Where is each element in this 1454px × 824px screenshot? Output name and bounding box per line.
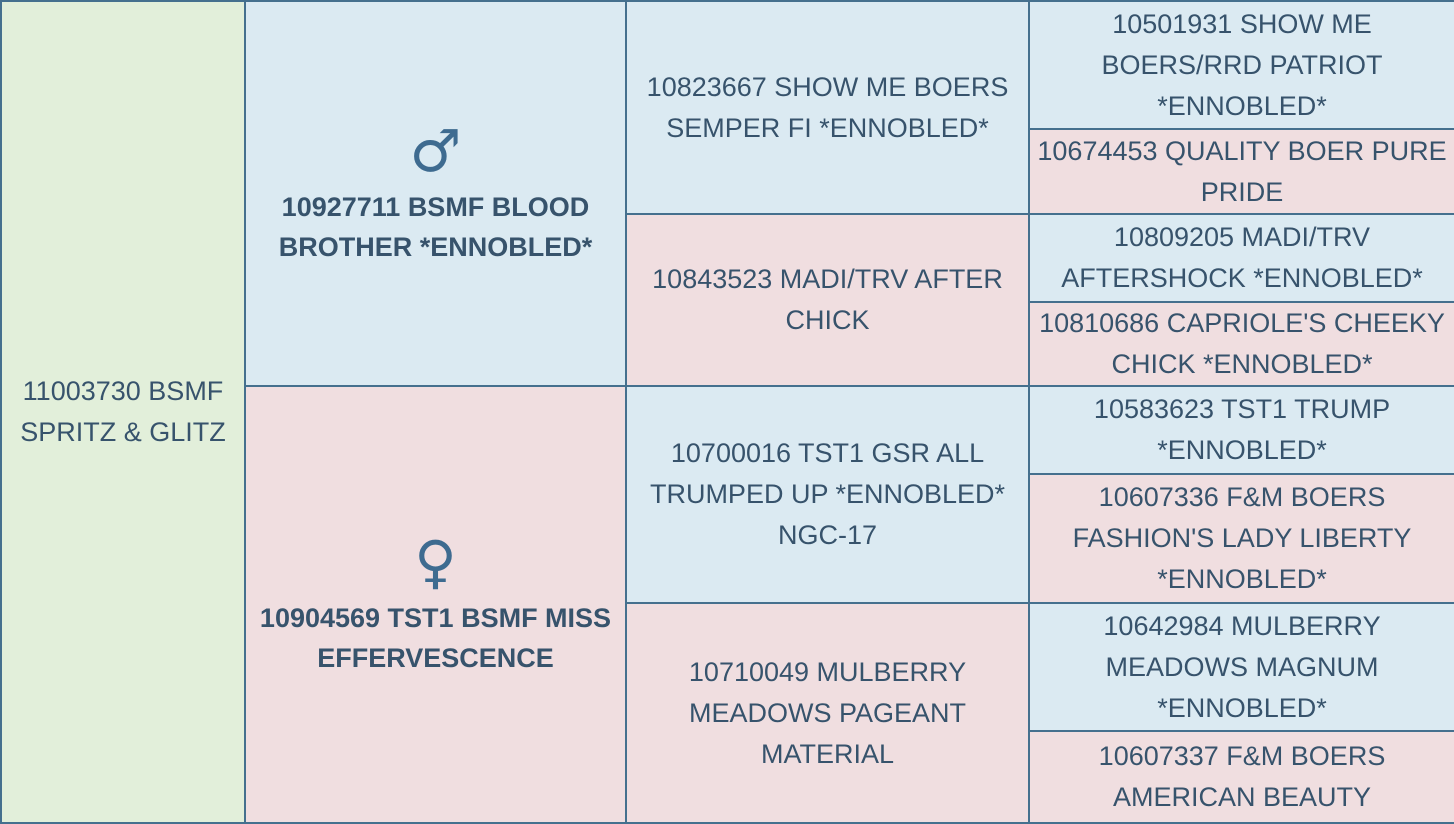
maternal-granddam-name: 10710049 MULBERRY MEADOWS PAGEANT MATERI… — [688, 656, 967, 769]
great-granddam-3-cell: 10607336 F&M BOERS FASHION'S LADY LIBERT… — [1028, 473, 1454, 604]
male-icon: ♂ — [409, 116, 462, 185]
great-grandsire-3-name: 10583623 TST1 TRUMP *ENNOBLED* — [1093, 394, 1391, 465]
pedigree-row: 10607337 F&M BOERS AMERICAN BEAUTY — [1, 730, 1454, 824]
female-icon: ♀ — [414, 527, 457, 596]
great-grandsire-2-cell: 10809205 MADI/TRV AFTERSHOCK *ENNOBLED* — [1028, 213, 1454, 303]
great-granddam-4-name: 10607337 F&M BOERS AMERICAN BEAUTY — [1098, 741, 1386, 812]
great-grandsire-1-name: 10501931 SHOW ME BOERS/RRD PATRIOT *ENNO… — [1101, 8, 1383, 121]
pedigree-row: 10607336 F&M BOERS FASHION'S LADY LIBERT… — [1, 473, 1454, 604]
dam-name: 10904569 TST1 BSMF MISS EFFERVESCENCE — [259, 603, 612, 674]
great-granddam-4-cell: 10607337 F&M BOERS AMERICAN BEAUTY — [1028, 730, 1454, 824]
great-grandsire-4-cell: 10642984 MULBERRY MEADOWS MAGNUM *ENNOBL… — [1028, 602, 1454, 732]
great-grandsire-4-name: 10642984 MULBERRY MEADOWS MAGNUM *ENNOBL… — [1103, 610, 1381, 723]
great-grandsire-3-cell: 10583623 TST1 TRUMP *ENNOBLED* — [1028, 385, 1454, 475]
paternal-granddam-cell: 10843523 MADI/TRV AFTER CHICK — [625, 213, 1030, 387]
maternal-grandsire-cell: 10700016 TST1 GSR ALL TRUMPED UP *ENNOBL… — [625, 385, 1030, 604]
subject-cell: 11003730 BSMF SPRITZ & GLITZ — [0, 0, 246, 824]
pedigree-row: 10674453 QUALITY BOER PURE PRIDE — [1, 128, 1454, 215]
paternal-grandsire-cell: 10823667 SHOW ME BOERS SEMPER FI *ENNOBL… — [625, 0, 1030, 215]
great-granddam-1-name: 10674453 QUALITY BOER PURE PRIDE — [1037, 135, 1447, 207]
pedigree-row: ♀ 10904569 TST1 BSMF MISS EFFERVESCENCE … — [1, 385, 1454, 824]
sire-cell: ♂ 10927711 BSMF BLOOD BROTHER *ENNOBLED* — [244, 0, 627, 387]
pedigree-row: 10810686 CAPRIOLE'S CHEEKY CHICK *ENNOBL… — [1, 301, 1454, 387]
sire-name: 10927711 BSMF BLOOD BROTHER *ENNOBLED* — [278, 192, 593, 263]
great-granddam-2-name: 10810686 CAPRIOLE'S CHEEKY CHICK *ENNOBL… — [1039, 308, 1445, 379]
paternal-granddam-name: 10843523 MADI/TRV AFTER CHICK — [652, 264, 1003, 335]
pedigree-row: 10843523 MADI/TRV AFTER CHICK 10809205 M… — [1, 213, 1454, 387]
dam-content: ♀ 10904569 TST1 BSMF MISS EFFERVESCENCE — [252, 527, 619, 679]
great-grandsire-2-name: 10809205 MADI/TRV AFTERSHOCK *ENNOBLED* — [1061, 222, 1423, 293]
great-granddam-1-cell: 10674453 QUALITY BOER PURE PRIDE — [1028, 128, 1454, 215]
subject-name: 11003730 BSMF SPRITZ & GLITZ — [20, 376, 226, 447]
paternal-grandsire-name: 10823667 SHOW ME BOERS SEMPER FI *ENNOBL… — [646, 71, 1009, 143]
great-grandsire-1-cell: 10501931 SHOW ME BOERS/RRD PATRIOT *ENNO… — [1028, 0, 1454, 130]
sire-content: ♂ 10927711 BSMF BLOOD BROTHER *ENNOBLED* — [252, 116, 619, 268]
great-granddam-2-cell: 10810686 CAPRIOLE'S CHEEKY CHICK *ENNOBL… — [1028, 301, 1454, 387]
maternal-grandsire-name: 10700016 TST1 GSR ALL TRUMPED UP *ENNOBL… — [649, 438, 1006, 550]
maternal-granddam-cell: 10710049 MULBERRY MEADOWS PAGEANT MATERI… — [625, 602, 1030, 824]
great-granddam-3-name: 10607336 F&M BOERS FASHION'S LADY LIBERT… — [1072, 482, 1412, 594]
dam-cell: ♀ 10904569 TST1 BSMF MISS EFFERVESCENCE — [244, 385, 627, 824]
